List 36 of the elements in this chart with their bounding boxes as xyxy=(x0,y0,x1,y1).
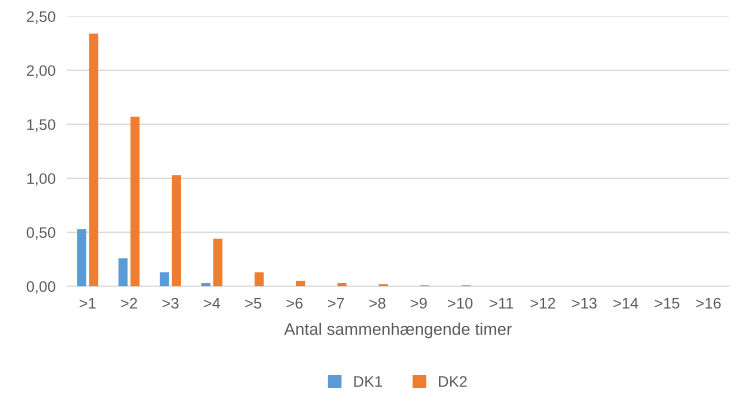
x-tick-label: >4 xyxy=(204,298,220,308)
x-tick-label: >16 xyxy=(696,298,721,309)
x-tick-label: >13 xyxy=(572,298,597,309)
y-tick-label: 0,00 xyxy=(26,281,56,294)
bar xyxy=(89,34,98,286)
x-axis-title: Antal sammenhængende timer xyxy=(284,322,512,338)
y-tick-label: 2,50 xyxy=(26,11,56,24)
x-tick-label: >5 xyxy=(245,298,262,309)
bar xyxy=(172,175,181,286)
x-tick-label: >2 xyxy=(121,298,137,308)
y-tick-label: 2,00 xyxy=(26,65,56,78)
x-tick-label: >9 xyxy=(410,298,427,309)
x-tick-label: >1 xyxy=(80,298,96,308)
bar xyxy=(77,229,86,286)
y-tick-label: 0,50 xyxy=(26,227,56,240)
bar xyxy=(296,280,306,286)
bar xyxy=(130,116,140,286)
x-tick-label: >11 xyxy=(490,298,514,308)
x-tick-label: >15 xyxy=(654,298,680,309)
bar xyxy=(337,283,347,286)
y-tick-label: 1,00 xyxy=(27,173,56,186)
legend-label: DK2 xyxy=(439,376,467,387)
legend-label: DK1 xyxy=(354,376,382,387)
x-tick-label: >6 xyxy=(286,298,303,309)
bar xyxy=(213,238,222,286)
x-tick-label: >10 xyxy=(448,298,472,309)
bar xyxy=(160,272,169,286)
x-tick-label: >12 xyxy=(530,298,556,308)
bar xyxy=(201,283,210,286)
bar xyxy=(254,272,264,286)
x-tick-label: >3 xyxy=(162,298,178,309)
x-tick-label: >7 xyxy=(328,298,344,308)
y-tick-label: 1,50 xyxy=(27,119,56,132)
x-tick-label: >14 xyxy=(613,298,638,308)
bar xyxy=(118,258,128,286)
x-tick-label: >8 xyxy=(369,298,386,309)
